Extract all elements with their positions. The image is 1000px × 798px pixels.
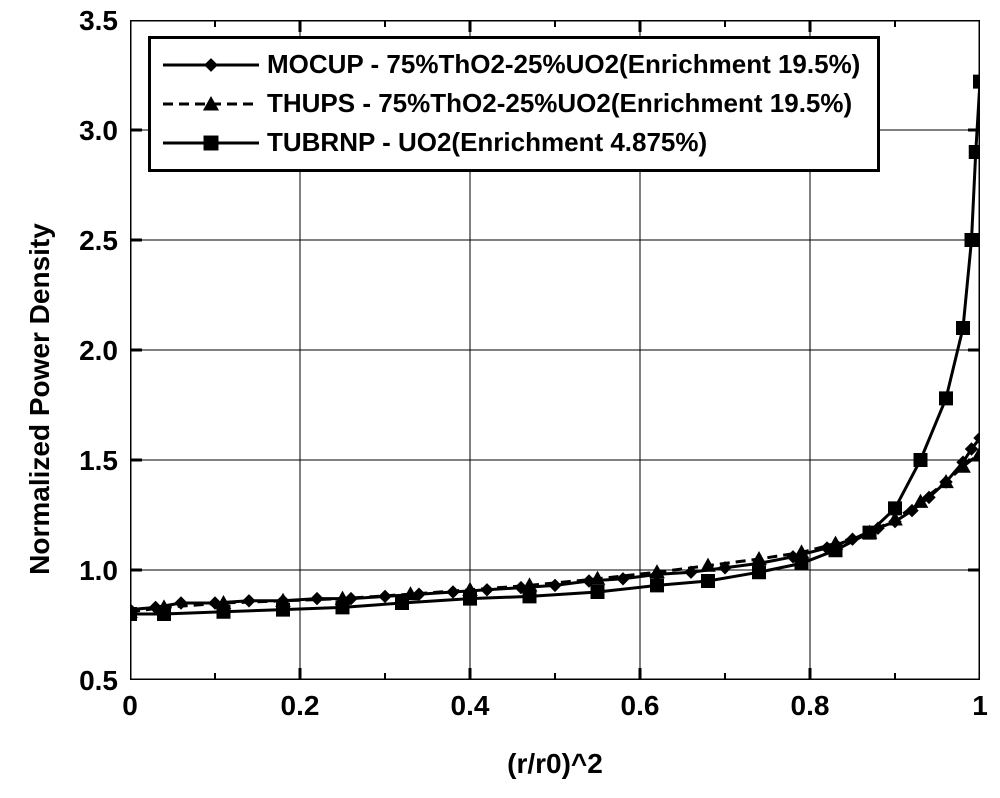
legend-label: MOCUP - 75%ThO2-25%UO2(Enrichment 19.5%) bbox=[267, 50, 860, 80]
series-marker-tubrnp bbox=[523, 590, 536, 603]
series-marker-tubrnp bbox=[965, 234, 978, 247]
x-tick-label: 0.6 bbox=[610, 690, 670, 722]
series-marker-tubrnp bbox=[914, 454, 927, 467]
series-marker-tubrnp bbox=[591, 586, 604, 599]
legend-box: MOCUP - 75%ThO2-25%UO2(Enrichment 19.5%)… bbox=[148, 36, 880, 172]
x-axis-label: (r/r0)^2 bbox=[130, 748, 980, 780]
legend-item-thups: THUPS - 75%ThO2-25%UO2(Enrichment 19.5%) bbox=[161, 89, 867, 119]
series-marker-mocup bbox=[481, 584, 493, 596]
x-tick-label: 0.8 bbox=[780, 690, 840, 722]
series-marker-mocup bbox=[311, 593, 323, 605]
y-tick-label: 1.5 bbox=[79, 445, 118, 477]
legend-item-tubrnp: TUBRNP - UO2(Enrichment 4.875%) bbox=[161, 128, 867, 158]
series-marker-mocup bbox=[379, 590, 391, 602]
x-tick-label: 0.2 bbox=[270, 690, 330, 722]
series-marker-tubrnp bbox=[957, 322, 970, 335]
series-marker-tubrnp bbox=[702, 575, 715, 588]
series-marker-tubrnp bbox=[974, 75, 981, 88]
y-tick-label: 1.0 bbox=[79, 555, 118, 587]
legend-label: TUBRNP - UO2(Enrichment 4.875%) bbox=[267, 128, 707, 158]
legend-swatch-mocup bbox=[161, 50, 261, 80]
y-tick-label: 2.0 bbox=[79, 335, 118, 367]
x-tick-label: 0.4 bbox=[440, 690, 500, 722]
legend-label: THUPS - 75%ThO2-25%UO2(Enrichment 19.5%) bbox=[267, 89, 852, 119]
series-marker-mocup bbox=[549, 579, 561, 591]
series-marker-mocup bbox=[243, 595, 255, 607]
x-tick-label: 0 bbox=[100, 690, 160, 722]
chart-container: Normalized Power Density (r/r0)^2 0.51.0… bbox=[0, 0, 1000, 798]
x-tick-label: 1 bbox=[950, 690, 1000, 722]
series-marker-tubrnp bbox=[969, 146, 980, 159]
legend-item-mocup: MOCUP - 75%ThO2-25%UO2(Enrichment 19.5%) bbox=[161, 50, 867, 80]
y-tick-label: 3.0 bbox=[79, 115, 118, 147]
y-tick-label: 2.5 bbox=[79, 225, 118, 257]
legend-swatch-thups bbox=[161, 89, 261, 119]
series-marker-tubrnp bbox=[940, 392, 953, 405]
series-marker-mocup bbox=[447, 586, 459, 598]
legend-swatch-tubrnp bbox=[161, 128, 261, 158]
y-tick-label: 3.5 bbox=[79, 5, 118, 37]
